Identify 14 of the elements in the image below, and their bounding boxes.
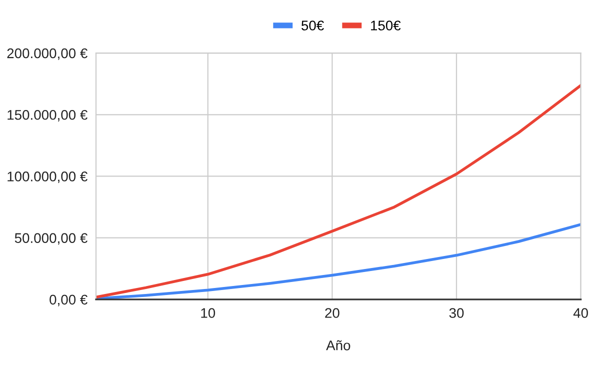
y-tick-label: 0,00 €	[50, 294, 88, 306]
y-tick-label: 50.000,00 €	[14, 233, 88, 245]
line-series	[96, 223, 581, 300]
x-tick-label: 40	[573, 308, 588, 318]
y-tick-label: 100.000,00 €	[8, 172, 88, 184]
x-tick-label: 30	[449, 308, 464, 318]
x-tick-label: 20	[325, 308, 340, 318]
y-tick-label: 150.000,00 €	[8, 110, 88, 122]
x-axis-title: Año	[326, 340, 350, 350]
line-series	[96, 84, 581, 299]
legend-label: 50€	[302, 20, 324, 30]
legend-label: 150€	[371, 20, 401, 30]
x-tick-label: 10	[201, 308, 216, 318]
y-tick-label: 200.000,00 €	[7, 48, 88, 60]
